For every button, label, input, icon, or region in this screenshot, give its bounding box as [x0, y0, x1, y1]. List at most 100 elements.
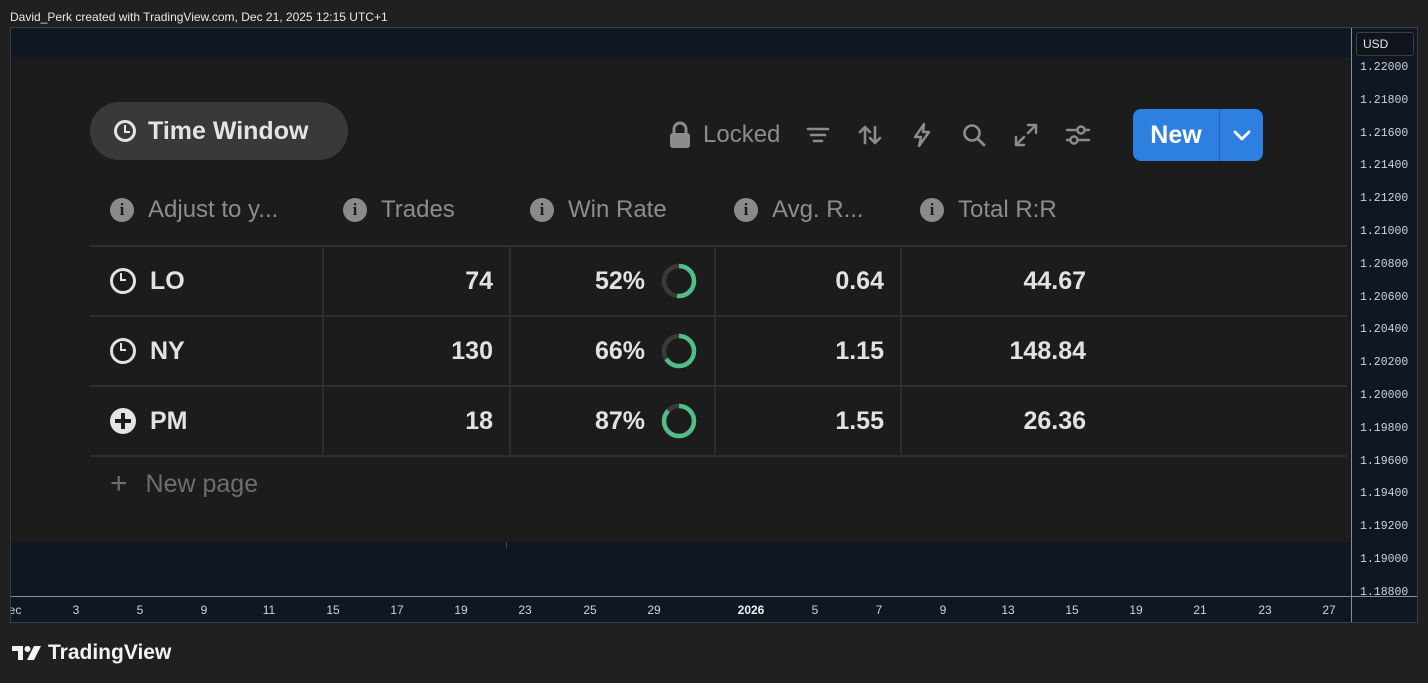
column-divider: [509, 247, 511, 315]
time-tick-label: 23: [1258, 603, 1272, 617]
avg-r-value: 0.64: [835, 266, 884, 295]
lock-icon: [670, 121, 690, 148]
locked-label: Locked: [703, 121, 781, 148]
column-header-label: Win Rate: [568, 196, 667, 223]
table-body: LO 74 52% 0.64 44.67 NY 130 66% 1.15: [90, 245, 1347, 457]
sort-icon[interactable]: [856, 121, 884, 149]
time-tick-label: 23: [518, 603, 532, 617]
trades-cell[interactable]: 74: [326, 247, 493, 315]
new-button-label: New: [1150, 120, 1202, 149]
total-rr-cell[interactable]: 148.84: [904, 317, 1086, 385]
column-divider: [714, 317, 716, 385]
trades-cell[interactable]: 130: [326, 317, 493, 385]
price-tick-label: 1.20200: [1360, 356, 1409, 370]
price-tick-label: 1.19800: [1360, 421, 1409, 435]
new-page-label: New page: [145, 469, 259, 498]
price-axis[interactable]: USD 1.22000 1.21800 1.21600 1.21400 1.21200 1…: [1351, 28, 1417, 599]
column-divider: [322, 317, 324, 385]
total-rr-cell[interactable]: 26.36: [904, 387, 1086, 455]
price-tick-label: 1.21400: [1360, 159, 1409, 173]
view-title-pill[interactable]: Time Window: [90, 102, 348, 160]
trades-value: 18: [465, 406, 493, 435]
time-tick-label: 15: [326, 603, 340, 617]
win-rate-cell[interactable]: 87%: [513, 387, 699, 455]
win-rate-ring-icon: [661, 333, 697, 369]
time-tick-label: 15: [1065, 603, 1079, 617]
row-name: LO: [150, 266, 185, 295]
column-header-trades[interactable]: i Trades: [343, 196, 455, 224]
column-divider: [322, 387, 324, 455]
new-page-button[interactable]: + New page: [110, 469, 258, 499]
time-tick-label: ec: [11, 603, 22, 617]
avg-r-cell[interactable]: 1.15: [718, 317, 884, 385]
clock-icon: [110, 268, 136, 294]
price-tick-label: 1.21600: [1360, 126, 1409, 140]
time-tick-label: 29: [647, 603, 661, 617]
chart-frame[interactable]: Time Window Locked: [10, 27, 1418, 623]
plus-icon: +: [110, 467, 128, 500]
time-tick-label: 7: [875, 603, 883, 617]
total-rr-value: 44.67: [1023, 266, 1086, 295]
axis-corner[interactable]: [1351, 596, 1417, 622]
column-divider: [714, 387, 716, 455]
row-name: PM: [150, 406, 188, 435]
info-icon: i: [530, 198, 554, 222]
win-rate-value: 52%: [594, 266, 645, 295]
win-rate-cell[interactable]: 66%: [513, 317, 699, 385]
filter-icon[interactable]: [804, 121, 832, 149]
row-name-cell[interactable]: NY: [110, 317, 185, 385]
column-header-avg-r[interactable]: i Avg. R...: [734, 196, 864, 224]
database-table: i Adjust to y... i Trades i Win Rate i A…: [90, 182, 1347, 457]
win-rate-value: 66%: [594, 336, 645, 365]
price-tick-label: 1.20000: [1360, 389, 1409, 402]
column-header-label: Avg. R...: [772, 196, 864, 223]
new-dropdown-toggle[interactable]: [1220, 128, 1263, 142]
total-rr-cell[interactable]: 44.67: [904, 247, 1086, 315]
view-title: Time Window: [148, 116, 309, 145]
price-tick-label: 1.19200: [1360, 520, 1409, 534]
automation-bolt-icon[interactable]: [908, 121, 936, 149]
table-row[interactable]: PM 18 87% 1.55 26.36: [90, 385, 1347, 457]
avg-r-cell[interactable]: 0.64: [718, 247, 884, 315]
column-divider: [900, 247, 902, 315]
table-row[interactable]: NY 130 66% 1.15 148.84: [90, 315, 1347, 385]
table-row[interactable]: LO 74 52% 0.64 44.67: [90, 245, 1347, 315]
table-header: i Adjust to y... i Trades i Win Rate i A…: [90, 182, 1347, 245]
time-tick-label: 25: [583, 603, 597, 617]
new-button[interactable]: New: [1133, 109, 1263, 161]
locked-indicator[interactable]: Locked: [667, 121, 780, 149]
new-button-divider: [1219, 109, 1220, 161]
column-header-total-rr[interactable]: i Total R:R: [920, 196, 1057, 224]
chart-caption: David_Perk created with TradingView.com,…: [10, 10, 388, 24]
clock-icon: [110, 338, 136, 364]
column-header-label: Adjust to y...: [148, 196, 279, 223]
column-divider: [509, 317, 511, 385]
avg-r-value: 1.55: [835, 406, 884, 435]
brand-name: TradingView: [48, 641, 172, 664]
price-tick-label: 1.21200: [1360, 192, 1409, 206]
column-header-label: Trades: [381, 196, 455, 223]
column-header-name[interactable]: i Adjust to y...: [110, 196, 278, 224]
price-tick-label: 1.20400: [1360, 323, 1409, 337]
expand-icon[interactable]: [1012, 121, 1040, 149]
column-divider: [900, 387, 902, 455]
time-tick-label: 9: [939, 603, 947, 617]
info-icon: i: [920, 198, 944, 222]
currency-label[interactable]: USD: [1356, 32, 1414, 56]
price-tick-label: 1.18800: [1360, 585, 1409, 599]
row-name-cell[interactable]: PM: [110, 387, 188, 455]
trades-cell[interactable]: 18: [326, 387, 493, 455]
settings-sliders-icon[interactable]: [1064, 121, 1092, 149]
search-icon[interactable]: [960, 121, 988, 149]
time-tick-label: 3: [72, 603, 80, 617]
info-icon: i: [110, 198, 134, 222]
tradingview-logo: TradingView: [12, 641, 171, 665]
time-tick-year-label: 2026: [737, 603, 765, 617]
trades-value: 130: [451, 336, 493, 365]
plus-circle-icon: [110, 408, 136, 434]
avg-r-cell[interactable]: 1.55: [718, 387, 884, 455]
win-rate-cell[interactable]: 52%: [513, 247, 699, 315]
column-header-win-rate[interactable]: i Win Rate: [530, 196, 667, 224]
time-axis[interactable]: ec 3 5 9 11 15 17 19 23 25 29 2026 5 7 9 13 15 19 21 23 27: [11, 596, 1351, 622]
row-name-cell[interactable]: LO: [110, 247, 185, 315]
